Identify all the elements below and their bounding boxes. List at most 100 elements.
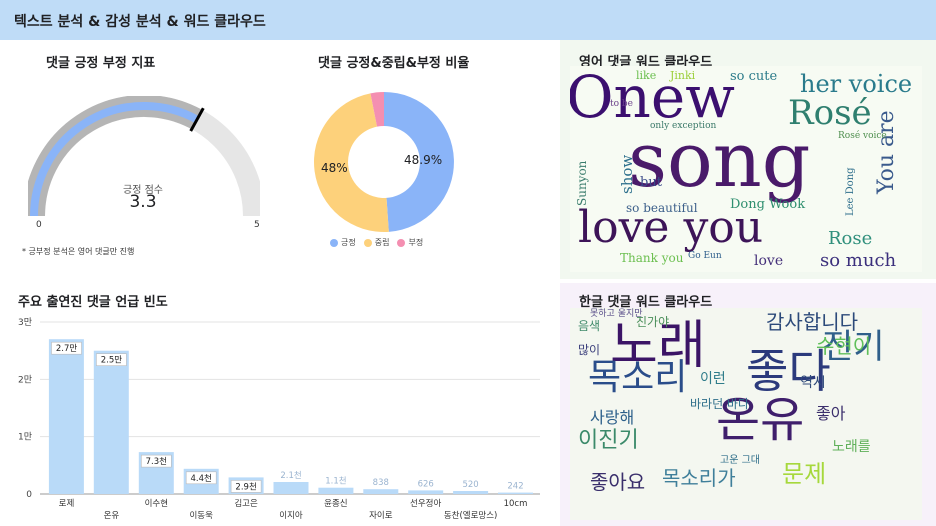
cloud-word: show bbox=[618, 154, 636, 194]
data-label: 626 bbox=[418, 479, 434, 489]
legend-label-negative: 부정 bbox=[408, 238, 424, 247]
cloud-word: 노래 bbox=[610, 316, 706, 376]
cloud-word: 이진기 bbox=[578, 428, 639, 453]
cloud-word: 바라던 바다 bbox=[690, 397, 750, 411]
data-label: 838 bbox=[373, 478, 389, 488]
category-label: 온유 bbox=[104, 511, 120, 521]
korean-cloud-title: 한글 댓글 워드 클라우드 bbox=[579, 295, 713, 310]
data-label-box bbox=[230, 480, 262, 493]
data-label: 2.5만 bbox=[101, 356, 123, 366]
data-label: 1.1천 bbox=[325, 476, 346, 487]
y-tick-label: 0 bbox=[26, 490, 32, 500]
bar-0 bbox=[48, 339, 84, 494]
data-label-box bbox=[96, 353, 127, 367]
cloud-word: Thank you bbox=[620, 251, 684, 265]
cloud-word: like bbox=[636, 69, 657, 82]
data-label-box bbox=[141, 454, 172, 468]
category-label: 10cm bbox=[504, 499, 528, 509]
legend-item-neutral: 중립 bbox=[363, 237, 390, 248]
cloud-word: 수현이 bbox=[816, 334, 872, 358]
cloud-word: her voice bbox=[800, 70, 913, 98]
y-tick-label: 1만 bbox=[18, 432, 32, 443]
cloud-word: 고운 그대 bbox=[720, 455, 760, 466]
bar-7 bbox=[363, 489, 399, 494]
cloud-word: Sunyon bbox=[575, 160, 589, 206]
cloud-word: Onew bbox=[570, 66, 735, 131]
cloud-word: 문제 bbox=[782, 460, 827, 488]
cloud-word: 음색 bbox=[578, 319, 601, 333]
category-label: 자이로 bbox=[369, 510, 393, 521]
data-label: 7.3천 bbox=[146, 456, 167, 467]
bar-10 bbox=[498, 492, 533, 494]
donut-slice-neutral bbox=[313, 93, 389, 232]
bar-chart-title: 주요 출연진 댓글 언급 빈도 bbox=[18, 295, 168, 310]
category-label: 윤종신 bbox=[324, 499, 347, 509]
legend-dot-positive bbox=[330, 238, 338, 247]
cloud-word: 목소리 bbox=[588, 357, 688, 398]
sentiment-gauge bbox=[28, 96, 260, 217]
legend-dot-neutral bbox=[363, 238, 372, 247]
cloud-word: so beautiful bbox=[626, 201, 698, 215]
gauge-needle bbox=[189, 107, 205, 132]
cloud-word: 감사합니다 bbox=[766, 310, 858, 334]
y-tick-label: 2만 bbox=[18, 374, 32, 385]
cloud-word: but bbox=[640, 175, 662, 190]
category-label: 이지아 bbox=[279, 510, 303, 521]
gauge-caption: 긍정 점수 bbox=[123, 185, 163, 196]
cloud-word: 좋아 bbox=[816, 404, 846, 423]
donut-label-positive: 48.9% bbox=[404, 153, 443, 167]
donut-slice-negative bbox=[370, 92, 384, 127]
cloud-word: Rosé voice bbox=[838, 131, 887, 141]
cloud-word: Dong Wook bbox=[730, 197, 806, 212]
category-label: 선우정아 bbox=[410, 498, 441, 509]
cloud-word: Rosé bbox=[788, 93, 872, 133]
category-label: 이동욱 bbox=[189, 510, 213, 521]
cloud-word: 진가야 bbox=[636, 315, 670, 329]
data-label-box bbox=[459, 494, 483, 506]
legend-item-positive: 긍정 bbox=[330, 237, 356, 248]
donut-label-neutral: 48% bbox=[321, 161, 348, 175]
gauge-max-label: 5 bbox=[254, 220, 260, 230]
legend-dot-negative bbox=[397, 238, 406, 247]
bar-6 bbox=[318, 487, 354, 494]
cloud-word: 사랑해 bbox=[590, 408, 635, 427]
data-label: 2.9천 bbox=[235, 481, 256, 492]
korean-word-cloud: 노래 좋다 온유 목소리 진기 감사합니다 수현이 이진기 좋아요 목소리가 문제 사랑해 좋아 역시 이런… bbox=[570, 308, 922, 520]
data-label-box bbox=[185, 471, 217, 485]
cloud-word: 역시 bbox=[800, 375, 826, 391]
category-label: 동찬(엘로망스) bbox=[444, 510, 498, 521]
donut-legend: 긍정 중립 부정 bbox=[330, 237, 423, 248]
bar-9 bbox=[453, 491, 489, 494]
cloud-word: 이런 bbox=[700, 371, 726, 387]
cloud-word: 노래를 bbox=[832, 439, 871, 455]
cloud-word: 온유 bbox=[716, 392, 805, 448]
cloud-word: only exception bbox=[650, 121, 717, 131]
bar-5 bbox=[273, 482, 309, 494]
cloud-word: 진기 bbox=[822, 327, 885, 367]
cloud-word: 좋아요 bbox=[590, 470, 646, 494]
english-word-cloud: Onew song love you Rosé her voice You are so m… bbox=[570, 66, 922, 272]
cloud-word: 좋다 bbox=[746, 344, 831, 398]
bar-1 bbox=[93, 350, 129, 494]
cloud-word: to be bbox=[610, 99, 633, 109]
legend-item-negative: 부정 bbox=[397, 237, 423, 248]
legend-label-neutral: 중립 bbox=[374, 238, 390, 247]
page-header: 텍스트 분석 & 감성 분석 & 워드 클라우드 bbox=[0, 0, 936, 40]
data-label: 2.7만 bbox=[56, 344, 78, 354]
panel-divider bbox=[560, 279, 936, 283]
page-title: 텍스트 분석 & 감성 분석 & 워드 클라우드 bbox=[14, 14, 266, 30]
cloud-word: so cute bbox=[730, 69, 778, 84]
data-label: 242 bbox=[507, 482, 523, 492]
data-label-box bbox=[51, 341, 82, 355]
legend-label-positive: 긍정 bbox=[341, 238, 356, 247]
sentiment-donut-chart bbox=[313, 92, 454, 232]
cloud-word: Rose bbox=[828, 228, 873, 249]
cloud-word: 많이 bbox=[578, 343, 601, 357]
data-label: 4.4천 bbox=[191, 473, 212, 484]
donut-title: 댓글 긍정&중립&부정 비율 bbox=[318, 56, 470, 71]
donut-slice-positive bbox=[384, 92, 454, 232]
cloud-word: love you bbox=[578, 202, 764, 253]
cloud-word: You are bbox=[874, 110, 899, 194]
data-label: 2.1천 bbox=[280, 470, 301, 481]
